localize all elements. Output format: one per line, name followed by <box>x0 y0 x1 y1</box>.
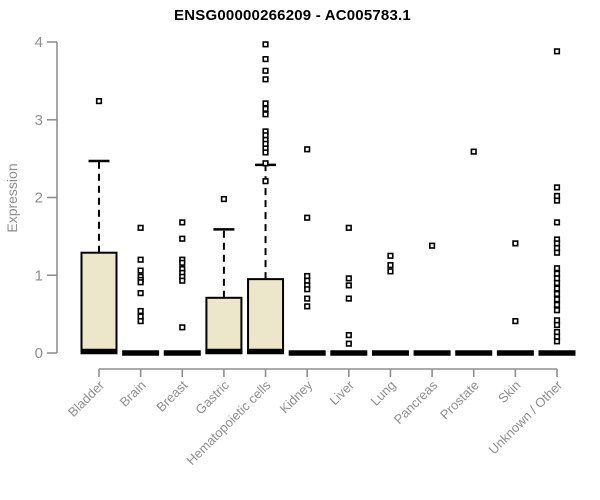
outlier-point-kidney <box>304 286 311 293</box>
outlier-point-hematopoietic-cells <box>262 160 269 167</box>
outlier-point-unknown-other <box>553 279 561 287</box>
outlier-point-hematopoietic-cells <box>262 67 269 74</box>
outlier-point-unknown-other <box>553 301 561 308</box>
outlier-point-bladder <box>95 97 103 105</box>
outlier-point-brain <box>137 279 144 286</box>
y-tick-label: 0 <box>35 345 43 362</box>
x-tick-label-gastric: Gastric <box>192 377 232 417</box>
x-tick-label-lung: Lung <box>368 378 399 409</box>
box-rect-hematopoietic-cells <box>247 278 285 355</box>
outlier-point-unknown-other <box>553 285 561 292</box>
outlier-point-breast <box>179 277 186 284</box>
outlier-point-lung <box>387 262 394 269</box>
y-tick-label: 3 <box>35 112 43 129</box>
x-tick-label-liver: Liver <box>326 377 357 408</box>
outlier-point-brain <box>137 256 144 263</box>
x-tick-label-prostate: Prostate <box>437 378 482 423</box>
x-tick-label-unknown-other: Unknown / Other <box>486 377 566 457</box>
y-tick-label: 4 <box>35 34 43 51</box>
x-tick-label-brain: Brain <box>117 378 149 410</box>
outlier-point-brain <box>137 224 144 231</box>
x-tick-label-breast: Breast <box>153 377 190 414</box>
outlier-point-prostate <box>470 148 477 155</box>
outlier-point-unknown-other <box>553 321 561 329</box>
outlier-point-lung <box>387 252 394 259</box>
outlier-point-unknown-other <box>553 48 561 55</box>
outlier-point-skin <box>512 240 519 247</box>
outlier-point-liver <box>345 282 352 289</box>
outlier-point-kidney <box>304 295 311 302</box>
outlier-point-lung <box>387 268 394 275</box>
outlier-point-unknown-other <box>553 219 561 226</box>
outlier-point-unknown-other <box>553 249 561 256</box>
outlier-point-hematopoietic-cells <box>262 41 269 48</box>
outlier-point-unknown-other <box>553 197 561 204</box>
x-tick-label-pancreas: Pancreas <box>391 377 441 427</box>
outlier-point-breast <box>179 219 186 226</box>
outlier-point-hematopoietic-cells <box>262 100 269 107</box>
outlier-point-breast <box>179 259 186 266</box>
y-tick-label: 1 <box>35 267 43 284</box>
outlier-point-brain <box>137 290 144 297</box>
outlier-point-unknown-other <box>553 265 561 272</box>
outlier-point-unknown-other <box>553 338 561 345</box>
outlier-point-brain <box>137 307 144 315</box>
y-tick-label: 2 <box>35 190 43 207</box>
outlier-point-unknown-other <box>553 290 561 298</box>
outlier-point-liver <box>345 332 352 339</box>
outlier-point-liver <box>345 275 352 282</box>
outlier-point-hematopoietic-cells <box>262 111 269 118</box>
box-rect-gastric <box>205 296 243 354</box>
outlier-point-kidney <box>304 303 311 310</box>
outlier-point-hematopoietic-cells <box>262 105 269 112</box>
outlier-point-breast <box>179 324 186 331</box>
outlier-point-kidney <box>304 146 311 153</box>
chart-title: ENSG00000266209 - AC005783.1 <box>174 7 411 24</box>
outlier-point-unknown-other <box>553 184 561 191</box>
outlier-point-unknown-other <box>553 296 561 303</box>
outlier-point-brain <box>137 267 144 274</box>
outlier-point-hematopoietic-cells <box>262 149 269 156</box>
x-tick-label-kidney: Kidney <box>277 377 316 416</box>
outlier-point-hematopoietic-cells <box>262 76 269 83</box>
outlier-point-skin <box>512 318 519 325</box>
outlier-point-liver <box>345 224 352 231</box>
x-tick-label-bladder: Bladder <box>65 377 108 420</box>
outlier-point-unknown-other <box>553 307 561 314</box>
outlier-point-hematopoietic-cells <box>262 178 269 185</box>
x-tick-label-skin: Skin <box>495 378 523 406</box>
outlier-point-gastric <box>220 195 228 203</box>
box-rect-bladder <box>80 251 118 354</box>
outlier-point-hematopoietic-cells <box>262 56 269 63</box>
outlier-point-brain <box>137 318 144 325</box>
outlier-point-liver <box>345 340 352 347</box>
outlier-point-liver <box>345 295 352 302</box>
outlier-point-kidney <box>304 214 311 221</box>
outlier-point-breast <box>179 235 186 242</box>
outlier-point-pancreas <box>428 242 436 249</box>
